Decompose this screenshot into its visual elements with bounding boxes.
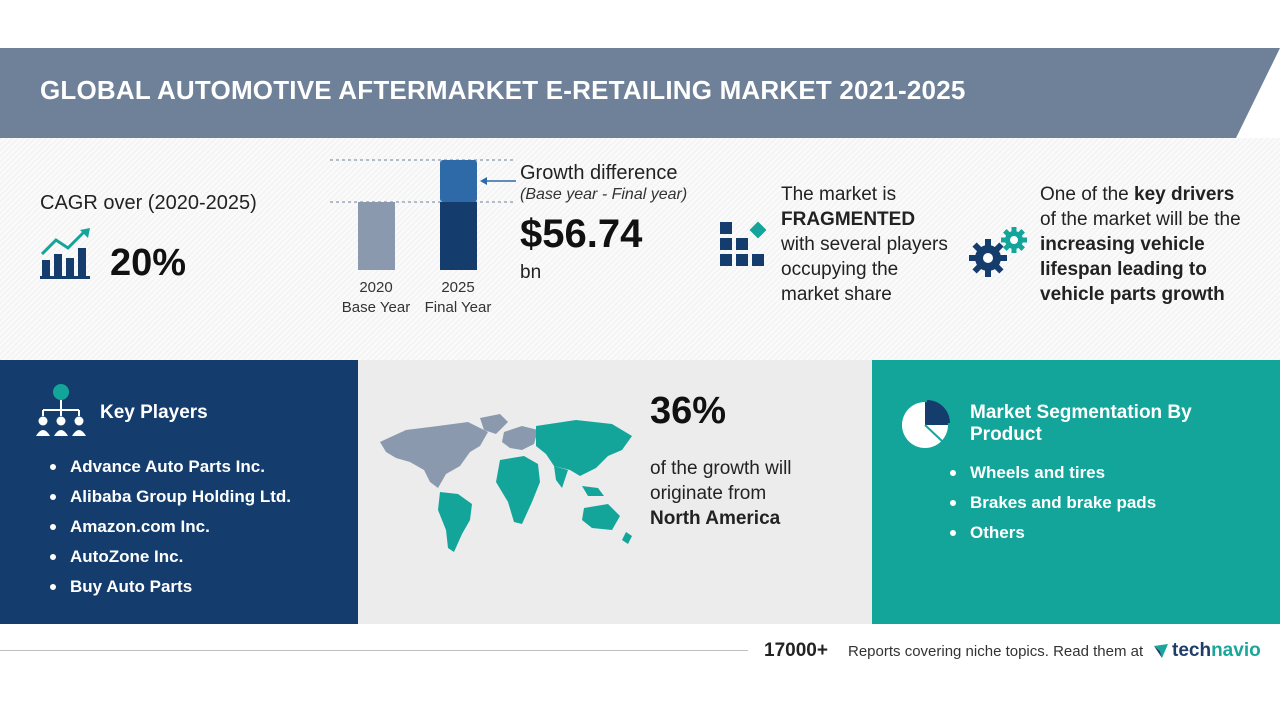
list-item: Wheels and tires <box>950 458 1156 488</box>
bar-2025-top <box>440 160 477 202</box>
growth-bar-chart: 2020 Base Year 2025 Final Year <box>330 156 520 326</box>
list-item: AutoZone Inc. <box>50 542 291 572</box>
segmentation-panel: Market Segmentation By Product Wheels an… <box>872 360 1280 624</box>
bar-label-2025: 2025 Final Year <box>424 279 492 316</box>
pie-chart-icon <box>902 400 950 448</box>
cagr-label: CAGR over (2020-2025) <box>40 192 257 214</box>
list-item: Others <box>950 518 1156 548</box>
region-panel: 36% of the growth will originate from No… <box>358 360 872 624</box>
region-name: North America <box>650 508 781 529</box>
list-item: Amazon.com Inc. <box>50 512 291 542</box>
key-players-panel: Key Players Advance Auto Parts Inc. Alib… <box>0 360 358 624</box>
world-map-icon <box>380 414 632 552</box>
list-item: Buy Auto Parts <box>50 572 291 602</box>
bar-label-2020: 2020 Base Year <box>341 279 411 316</box>
footer-divider <box>0 650 748 651</box>
technavio-logo-icon <box>1154 644 1168 658</box>
top-summary-band: CAGR over (2020-2025) 20% 2020 Base Year… <box>0 138 1280 360</box>
region-growth-text: of the growth will originate from North … <box>650 458 792 529</box>
growth-difference-title: Growth difference <box>520 162 678 184</box>
key-players-title: Key Players <box>100 402 208 423</box>
segmentation-title: Market Segmentation By Product <box>970 402 1192 445</box>
list-item: Advance Auto Parts Inc. <box>50 452 291 482</box>
growth-chart-icon <box>40 228 90 279</box>
page-title: GLOBAL AUTOMOTIVE AFTERMARKET E-RETAILIN… <box>40 75 966 105</box>
bar-2020 <box>358 202 395 270</box>
list-item: Alibaba Group Holding Ltd. <box>50 482 291 512</box>
header-banner: GLOBAL AUTOMOTIVE AFTERMARKET E-RETAILIN… <box>0 48 1280 138</box>
growth-difference-subtitle: (Base year - Final year) <box>520 186 688 203</box>
footer-text: Reports covering niche topics. Read them… <box>848 643 1144 660</box>
growth-difference-unit: bn <box>520 262 542 283</box>
list-item: Brakes and brake pads <box>950 488 1156 518</box>
cagr-value: 20% <box>110 242 187 284</box>
growth-difference-value: $56.74 <box>520 212 643 256</box>
people-network-icon <box>36 384 86 436</box>
gears-icon <box>969 227 1027 277</box>
fragmented-blocks-icon <box>720 221 767 266</box>
bar-2025-bottom <box>440 202 477 270</box>
report-count: 17000+ <box>764 640 828 661</box>
region-growth-percent: 36% <box>650 390 727 432</box>
key-drivers-text: One of the key drivers of the market wil… <box>1040 184 1241 305</box>
key-players-list: Advance Auto Parts Inc. Alibaba Group Ho… <box>50 452 291 602</box>
segmentation-list: Wheels and tires Brakes and brake pads O… <box>950 458 1156 548</box>
fragmented-text: The market is FRAGMENTED with several pl… <box>781 184 948 305</box>
technavio-logo[interactable]: technavio <box>1152 640 1261 662</box>
